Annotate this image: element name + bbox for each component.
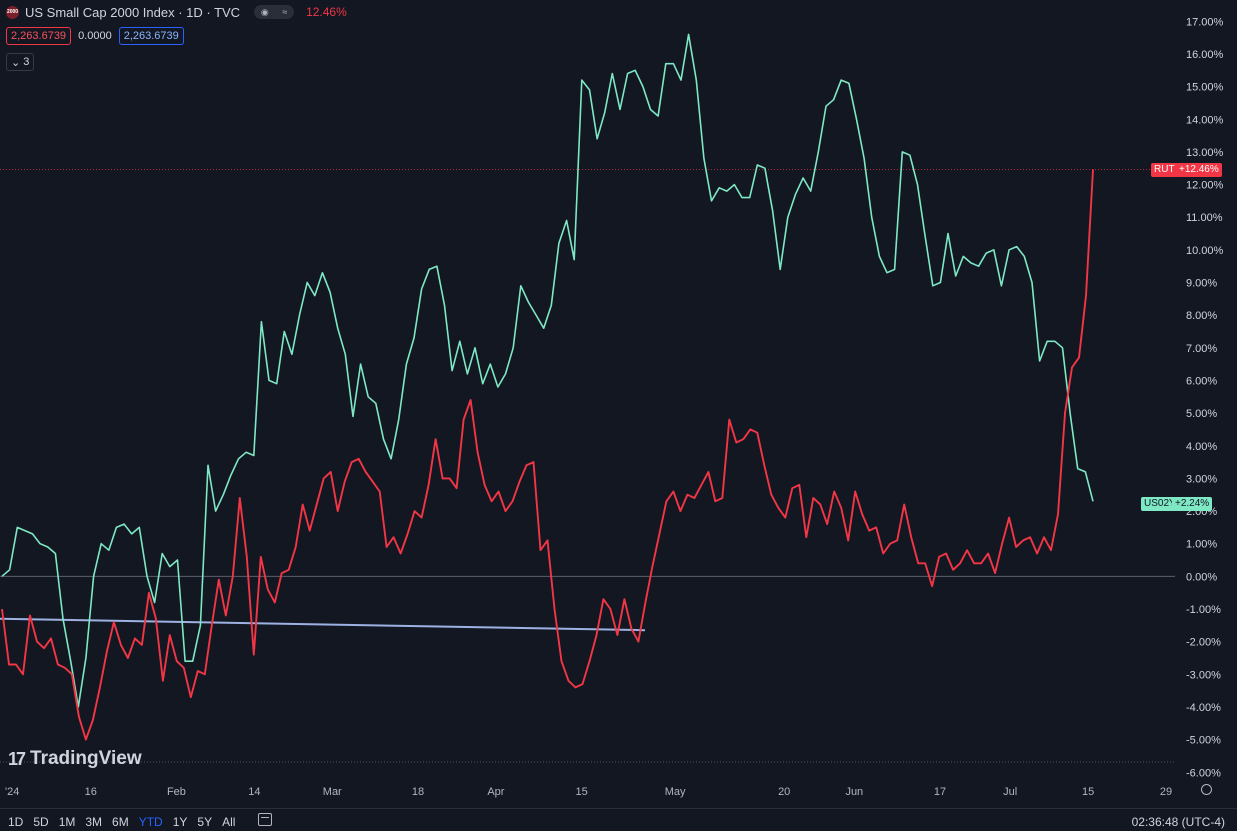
range-button-1y[interactable]: 1Y (172, 815, 188, 829)
range-button-6m[interactable]: 6M (112, 815, 129, 829)
symbol-title[interactable]: US Small Cap 2000 Index · 1D · TVC (25, 4, 241, 20)
y-tick-label: 7.00% (1186, 343, 1217, 355)
tradingview-mark: 17 (8, 748, 26, 769)
y-tick-label: 9.00% (1186, 278, 1217, 290)
y-tick-label: -4.00% (1186, 702, 1221, 714)
rut-series-line (1, 169, 1094, 741)
chart-header: 2000 US Small Cap 2000 Index · 1D · TVC … (6, 4, 347, 20)
y-tick-label: -1.00% (1186, 604, 1221, 616)
value-row: 2,263.6739 0.0000 2,263.6739 (6, 27, 184, 45)
gear-icon[interactable] (1201, 784, 1212, 795)
y-tick-label: -3.00% (1186, 669, 1221, 681)
eye-icon[interactable]: ◉ (260, 6, 269, 17)
x-tick-label: Jun (845, 786, 863, 798)
y-tick-label: 13.00% (1186, 147, 1224, 159)
x-tick-label: '24 (5, 786, 19, 798)
wave-icon[interactable]: ≈ (282, 7, 288, 17)
average-line (0, 617, 646, 632)
y-axis: 17.00% 16.00% 15.00% 14.00% 13.00% 12.00% 11.0… (1186, 16, 1224, 779)
rut-axis-value: +12.46% (1176, 163, 1222, 177)
chart-series (0, 33, 1094, 741)
y-tick-label: -2.00% (1186, 637, 1221, 649)
x-tick-label: 14 (248, 786, 260, 798)
rut-axis-tag: RUT (1151, 163, 1178, 177)
y-tick-label: 12.00% (1186, 180, 1224, 192)
compare-value: 2,263.6739 (118, 27, 184, 45)
y-tick-label: 10.00% (1186, 245, 1224, 257)
header-change: 12.46% (306, 5, 347, 19)
y-tick-label: 5.00% (1186, 408, 1217, 420)
x-axis: '24 16 Feb 14 Mar 18 Apr 15 May 20 Jun 17 Jul 15 29 (5, 786, 1172, 798)
collapse-count: 3 (23, 56, 30, 68)
tradingview-text: TradingView (30, 748, 142, 769)
x-tick-label: 17 (934, 786, 946, 798)
chevron-down-icon: ⌄ (11, 56, 21, 69)
x-tick-label: Feb (167, 786, 186, 798)
visibility-pill[interactable]: ◉ ≈ (254, 5, 295, 19)
x-tick-label: 15 (575, 786, 587, 798)
clock[interactable]: 02:36:48 (UTC-4) (1131, 815, 1225, 829)
range-button-1d[interactable]: 1D (8, 815, 24, 829)
range-button-ytd[interactable]: YTD (138, 815, 163, 829)
range-button-5d[interactable]: 5D (33, 815, 49, 829)
calendar-icon[interactable] (258, 813, 272, 826)
x-tick-label: 16 (85, 786, 97, 798)
x-tick-label: May (665, 786, 686, 798)
y-tick-label: -5.00% (1186, 735, 1221, 747)
x-tick-label: 18 (412, 786, 424, 798)
y-tick-label: 15.00% (1186, 82, 1224, 94)
y-tick-label: 0.00% (1186, 571, 1217, 583)
y-tick-label: 6.00% (1186, 375, 1217, 387)
price-value: 2,263.6739 (6, 27, 72, 45)
x-tick-label: 15 (1082, 786, 1094, 798)
x-tick-label: Mar (323, 786, 342, 798)
collapse-button[interactable]: ⌄ 3 (6, 53, 35, 71)
symbol-icon: 2000 (6, 5, 19, 19)
y-tick-label: 11.00% (1186, 212, 1223, 224)
range-button-1m[interactable]: 1M (58, 815, 76, 829)
tradingview-logo[interactable]: 17 TradingView (8, 748, 142, 770)
range-button-all[interactable]: All (222, 815, 236, 829)
range-button-5y[interactable]: 5Y (197, 815, 213, 829)
x-tick-label: Apr (487, 786, 504, 798)
y-tick-label: 8.00% (1186, 310, 1217, 322)
x-tick-label: Jul (1003, 786, 1017, 798)
us02y-axis-value: +2.24% (1172, 497, 1213, 511)
y-tick-label: 17.00% (1186, 16, 1224, 28)
us02y-axis-tag: US02Y (1141, 497, 1179, 511)
y-tick-label: 16.00% (1186, 49, 1224, 61)
y-tick-label: -6.00% (1186, 767, 1221, 779)
delta-value: 0.0000 (78, 30, 112, 42)
range-selector: 1D 5D 1M 3M 6M YTD 1Y 5Y All (8, 815, 235, 829)
us02y-series-line (1, 33, 1094, 708)
bottom-toolbar: 1D 5D 1M 3M 6M YTD 1Y 5Y All 02:36:48 (UTC-4) (0, 808, 1237, 831)
x-tick-label: 20 (778, 786, 790, 798)
y-tick-label: 4.00% (1186, 441, 1217, 453)
y-tick-label: 3.00% (1186, 473, 1217, 485)
range-button-3m[interactable]: 3M (85, 815, 103, 829)
y-tick-label: 1.00% (1186, 539, 1217, 551)
x-tick-label: 29 (1160, 786, 1172, 798)
chart-grid (0, 169, 1175, 763)
y-tick-label: 14.00% (1186, 114, 1224, 126)
